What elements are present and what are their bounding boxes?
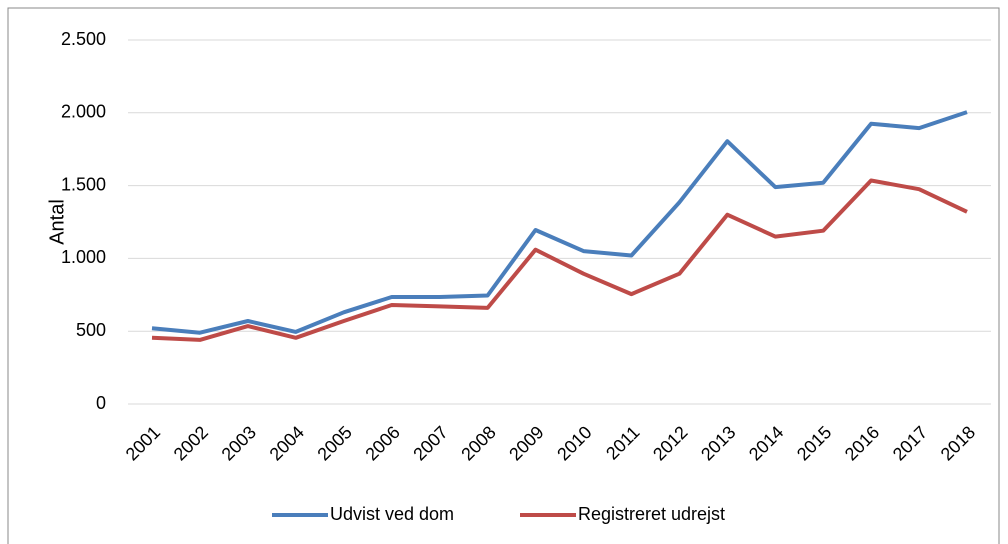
- series-line: [151, 110, 968, 335]
- y-tick-label: 2.500: [61, 29, 106, 49]
- y-axis-label: Antal: [46, 199, 68, 245]
- y-tick-label: 2.000: [61, 102, 106, 122]
- y-tick-label: 500: [76, 320, 106, 340]
- series-line: [151, 178, 968, 342]
- y-tick-label: 1.000: [61, 247, 106, 267]
- legend-label: Registreret udrejst: [578, 504, 725, 524]
- y-tick-label: 1.500: [61, 174, 106, 194]
- y-tick-label: 0: [96, 393, 106, 413]
- legend-label: Udvist ved dom: [330, 504, 454, 524]
